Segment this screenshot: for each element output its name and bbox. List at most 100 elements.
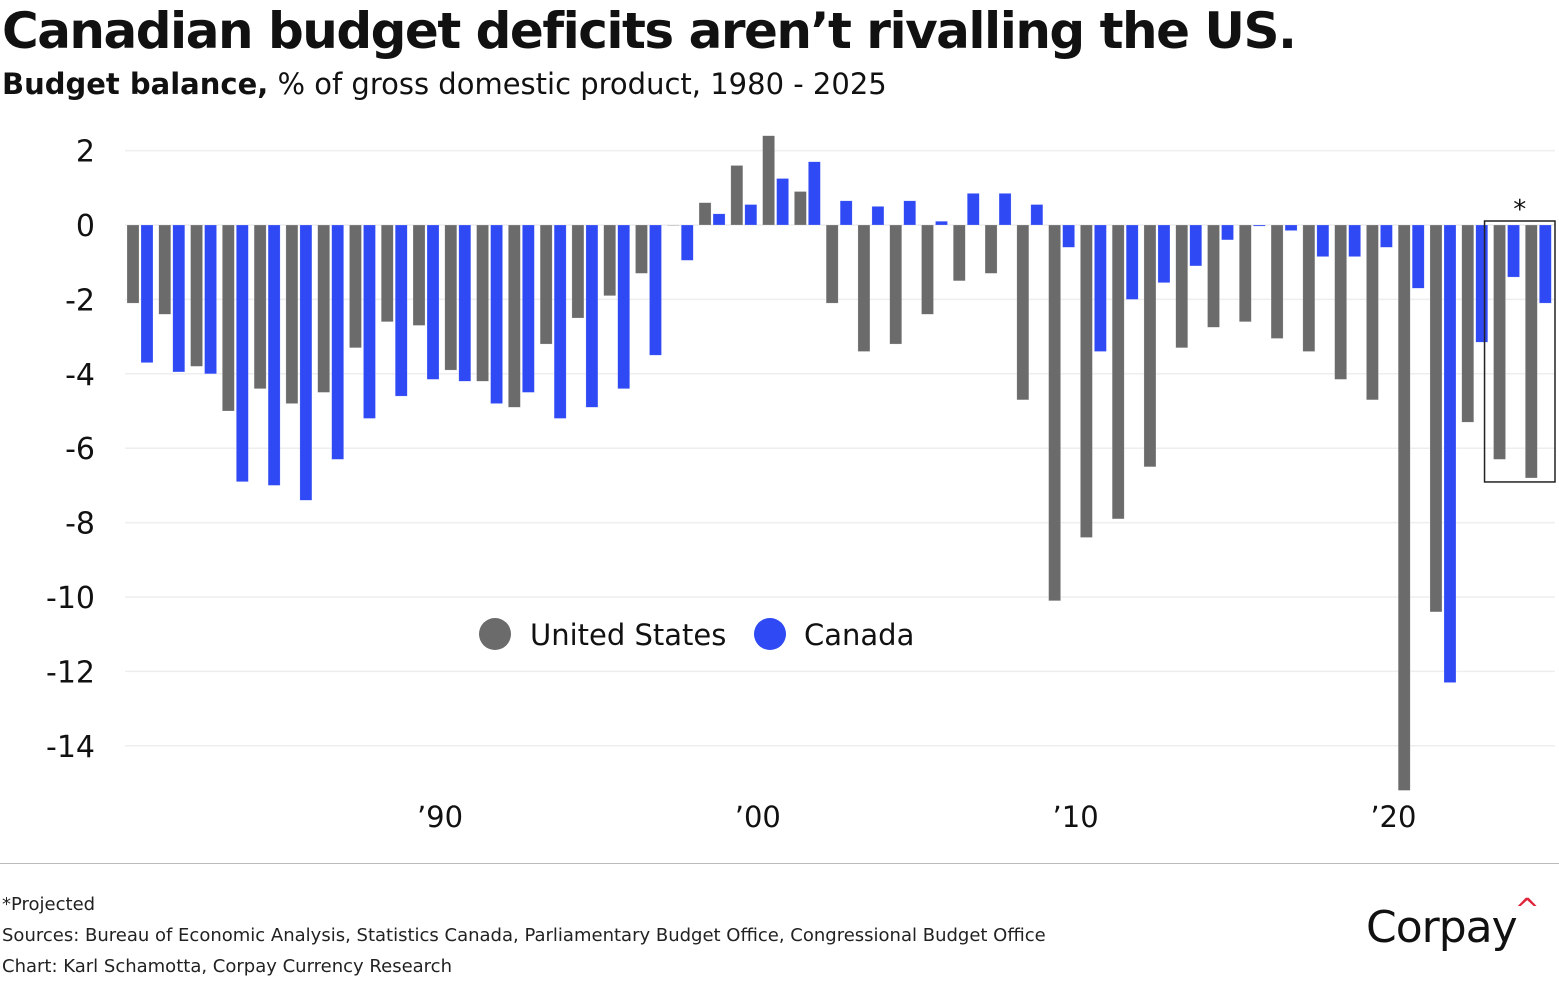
us-bar-1999 xyxy=(698,202,712,226)
canada-bar-1992 xyxy=(490,224,503,404)
canada-bar-2021 xyxy=(1411,224,1425,289)
canada-bar-1995 xyxy=(585,224,599,408)
us-bar-2007 xyxy=(953,224,966,282)
y-tick-label: 0 xyxy=(76,209,95,244)
canada-bar-2011 xyxy=(1094,224,1107,352)
canada-bar-2009 xyxy=(1030,204,1044,226)
y-tick-label: -8 xyxy=(65,507,95,542)
us-bar-1984 xyxy=(222,224,235,412)
canada-bar-2025 xyxy=(1539,224,1552,304)
projected-box xyxy=(1483,220,1556,483)
us-bar-2002 xyxy=(794,191,807,226)
y-tick-label: 2 xyxy=(76,135,95,170)
us-bar-1997 xyxy=(635,224,648,274)
us-bar-1987 xyxy=(317,224,330,393)
us-bar-2018 xyxy=(1302,224,1316,352)
us-bar-2020 xyxy=(1366,224,1379,401)
canada-bar-2016 xyxy=(1253,224,1266,227)
x-tick-label: ’10 xyxy=(1053,800,1099,834)
canada-bar-2018 xyxy=(1316,224,1330,257)
us-bar-2014 xyxy=(1175,224,1188,349)
us-bar-1982 xyxy=(158,224,172,315)
y-tick-label: -12 xyxy=(46,655,95,690)
us-bar-1995 xyxy=(571,224,585,319)
canada-bar-1994 xyxy=(553,224,567,419)
canada-bar-2020 xyxy=(1380,224,1393,248)
us-bar-2025 xyxy=(1525,224,1538,479)
canada-bar-1990 xyxy=(426,224,440,380)
us-bar-2016 xyxy=(1239,224,1252,322)
canada-bar-2005 xyxy=(903,200,916,226)
us-bar-2022 xyxy=(1429,224,1443,613)
canada-bar-1984 xyxy=(236,224,249,482)
logo-text: Corpay xyxy=(1366,902,1518,953)
footnote-projected: *Projected xyxy=(2,894,96,915)
us-bar-1986 xyxy=(285,224,299,404)
footnote-credit: Chart: Karl Schamotta, Corpay Currency R… xyxy=(2,956,452,977)
logo-caret-icon: ^ xyxy=(1514,893,1540,928)
canada-bar-2003 xyxy=(839,200,853,226)
us-bar-2021 xyxy=(1397,224,1411,791)
us-bar-1994 xyxy=(539,224,553,345)
us-bar-2015 xyxy=(1207,224,1220,328)
us-bar-1992 xyxy=(476,224,489,382)
canada-bar-1998 xyxy=(681,224,694,261)
us-bar-1996 xyxy=(603,224,616,296)
canada-bar-2001 xyxy=(776,178,789,226)
canada-bar-2012 xyxy=(1125,224,1139,300)
canada-bar-2022 xyxy=(1443,224,1457,683)
canada-bar-1981 xyxy=(140,224,154,363)
canada-bar-2017 xyxy=(1284,224,1298,231)
us-bar-2003 xyxy=(825,224,839,304)
us-bar-2006 xyxy=(921,224,934,315)
us-bar-1989 xyxy=(380,224,394,322)
us-bar-2024 xyxy=(1493,224,1506,460)
us-bar-1993 xyxy=(508,224,521,408)
canada-bar-1985 xyxy=(267,224,281,486)
y-tick-label: -10 xyxy=(46,581,95,616)
us-bar-2023 xyxy=(1461,224,1475,423)
us-bar-2004 xyxy=(857,224,871,352)
canada-bar-2024 xyxy=(1507,224,1520,278)
canada-bar-2004 xyxy=(871,206,885,226)
us-bar-2001 xyxy=(762,135,775,226)
us-bar-2012 xyxy=(1111,224,1125,520)
x-tick-label: ’00 xyxy=(735,800,781,834)
y-tick-label: -4 xyxy=(65,358,95,393)
canada-bar-2019 xyxy=(1348,224,1361,257)
canada-bar-2023 xyxy=(1475,224,1489,343)
canada-bar-1997 xyxy=(649,224,662,356)
canada-bar-2000 xyxy=(744,204,758,226)
canada-bar-1987 xyxy=(331,224,344,460)
canada-legend-swatch xyxy=(754,618,786,650)
canada-bar-1999 xyxy=(712,213,726,226)
canada-bar-1993 xyxy=(522,224,535,393)
y-tick-label: -6 xyxy=(65,432,95,467)
subtitle-rest: % of gross domestic product, 1980 - 2025 xyxy=(268,67,887,101)
x-tick-label: ’20 xyxy=(1370,800,1416,834)
us-bar-2019 xyxy=(1334,224,1347,380)
canada-bar-1983 xyxy=(204,224,217,375)
us-bar-1990 xyxy=(412,224,426,326)
canada-bar-1991 xyxy=(458,224,472,382)
chart-subtitle: Budget balance, % of gross domestic prod… xyxy=(2,67,887,101)
projected-asterisk: * xyxy=(1513,195,1526,225)
canada-bar-1996 xyxy=(617,224,630,389)
canada-bar-1986 xyxy=(299,224,313,501)
us-bar-2005 xyxy=(889,224,902,345)
corpay-logo: Corpay^ xyxy=(1366,893,1541,953)
canada-bar-2013 xyxy=(1157,224,1171,283)
us-bar-1991 xyxy=(444,224,458,371)
canada-bar-2002 xyxy=(808,161,821,226)
us-bar-2011 xyxy=(1080,224,1093,538)
us-bar-2009 xyxy=(1016,224,1030,401)
us-bar-2000 xyxy=(730,165,744,226)
legend-label: Canada xyxy=(804,618,914,652)
y-tick-label: -14 xyxy=(46,730,95,765)
us-legend-swatch xyxy=(479,618,511,650)
us-bar-1983 xyxy=(190,224,203,367)
footnote-sources: Sources: Bureau of Economic Analysis, St… xyxy=(2,925,1046,946)
subtitle-bold: Budget balance, xyxy=(2,67,269,101)
canada-bar-2010 xyxy=(1062,224,1075,248)
